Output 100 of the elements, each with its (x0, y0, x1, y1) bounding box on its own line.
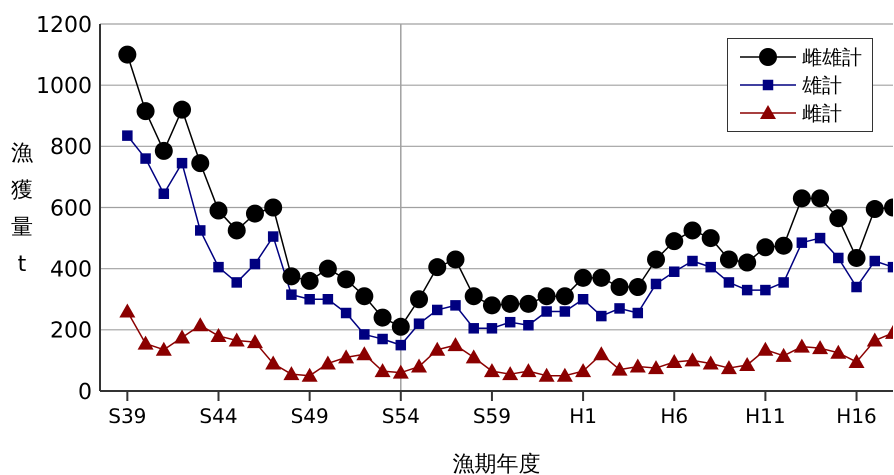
point (228, 221, 246, 240)
point (136, 102, 155, 120)
point (428, 258, 446, 276)
point (268, 231, 278, 242)
point (410, 290, 428, 308)
point (574, 268, 592, 287)
x-axis-title: 漁期年度 (452, 452, 540, 475)
point (538, 287, 556, 306)
point (650, 278, 662, 290)
point (560, 306, 570, 317)
point (464, 287, 483, 306)
point (213, 262, 224, 272)
point (246, 204, 264, 223)
point (724, 277, 734, 288)
point (648, 360, 664, 374)
point (282, 267, 300, 286)
point (320, 355, 336, 370)
point (504, 316, 516, 328)
x-tick-label: H6 (660, 404, 688, 428)
point (191, 154, 210, 172)
point (156, 342, 172, 356)
point (705, 262, 716, 272)
y-tick-label: 800 (50, 135, 92, 160)
point (596, 310, 607, 322)
point (812, 340, 828, 354)
point (318, 260, 337, 278)
point (250, 258, 260, 270)
point (486, 323, 498, 334)
point (482, 296, 501, 314)
point (742, 284, 752, 296)
point (173, 100, 192, 119)
legend-label: 雄計 (802, 72, 842, 98)
point (738, 254, 756, 272)
point (870, 256, 880, 266)
point (593, 346, 610, 360)
point (355, 287, 374, 306)
x-tick-label: H11 (745, 404, 786, 428)
point (778, 277, 789, 288)
point (192, 317, 208, 332)
point (519, 294, 538, 313)
point (794, 338, 810, 353)
y-tick-label: 600 (50, 196, 92, 222)
point (450, 300, 461, 311)
x-tick-label: S44 (199, 404, 238, 428)
point (630, 358, 646, 373)
point (396, 340, 406, 350)
point (118, 46, 136, 64)
point (138, 336, 154, 350)
point (665, 232, 684, 250)
point (614, 303, 625, 314)
point (209, 202, 228, 220)
point (140, 153, 151, 164)
point (392, 318, 410, 336)
point (377, 334, 388, 344)
point (720, 250, 738, 268)
point (647, 250, 666, 268)
point (338, 349, 354, 364)
point (265, 355, 282, 370)
point (286, 289, 297, 300)
point (119, 303, 136, 318)
point (302, 368, 318, 382)
point (632, 308, 644, 318)
point (154, 142, 173, 160)
point (447, 337, 464, 352)
point (848, 248, 866, 267)
point (356, 346, 372, 360)
point (246, 334, 263, 348)
y-tick-label: 1000 (36, 74, 92, 99)
point (760, 284, 771, 296)
point (283, 366, 300, 380)
point (538, 368, 555, 382)
y-axis-title: 漁獲量 t (11, 141, 33, 277)
point (523, 320, 534, 330)
point (592, 268, 610, 287)
point (541, 306, 552, 317)
point (176, 158, 188, 168)
point (848, 354, 865, 368)
x-tick-label: S59 (472, 404, 512, 428)
point (612, 362, 628, 376)
point (337, 270, 356, 288)
point (575, 363, 592, 378)
point (392, 364, 409, 379)
point (776, 348, 792, 362)
point (484, 363, 500, 378)
point (851, 282, 862, 292)
point (866, 200, 884, 218)
point (195, 225, 206, 236)
point (468, 323, 479, 334)
point (122, 130, 133, 141)
y-tick-label: 400 (50, 257, 92, 282)
point (231, 277, 242, 288)
point (814, 232, 826, 244)
point (374, 308, 392, 327)
x-tick-label: S39 (108, 404, 146, 428)
point (264, 198, 282, 216)
point (702, 355, 719, 370)
point (739, 357, 756, 372)
point (628, 278, 647, 296)
point (210, 328, 226, 342)
point (556, 368, 573, 382)
